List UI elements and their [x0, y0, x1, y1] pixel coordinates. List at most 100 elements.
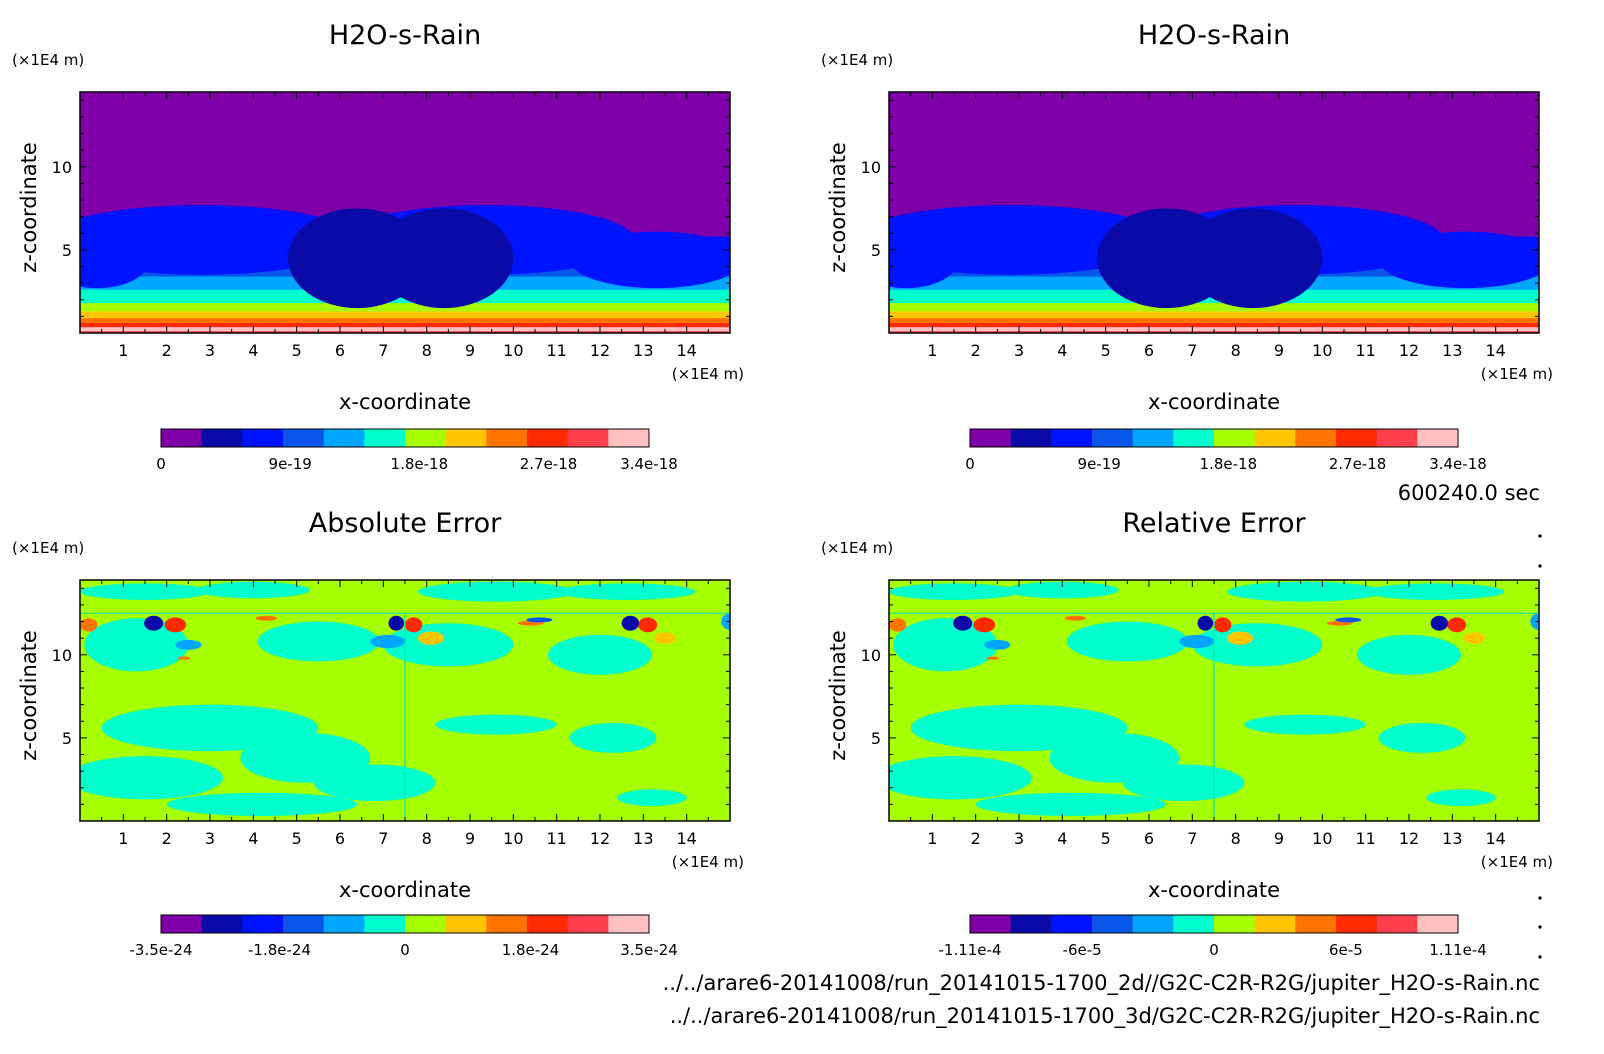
colorbar-swatch	[567, 915, 609, 933]
colorbar-swatch	[323, 429, 365, 447]
x-tick-label: 10	[503, 829, 523, 848]
field-blob	[1064, 615, 1087, 621]
x-tick-label: 12	[590, 829, 610, 848]
x-tick-label: 6	[335, 341, 345, 360]
x-tick-label: 11	[546, 341, 566, 360]
panel-title: H2O-s-Rain	[329, 20, 481, 51]
x-tick-label: 10	[1312, 829, 1332, 848]
colorbar-swatch	[608, 915, 650, 933]
y-tick-label: 10	[861, 158, 881, 177]
x-tick-label: 5	[292, 341, 302, 360]
colorbar-tick-label: -3.5e-24	[130, 941, 193, 959]
field-blob	[405, 617, 423, 633]
field-blob	[80, 231, 150, 289]
x-tick-label: 2	[971, 341, 981, 360]
colorbar-swatch	[445, 429, 487, 447]
x-tick-label: 11	[546, 829, 566, 848]
field-blob	[1227, 581, 1383, 602]
colorbar-tick-label: 1.8e-18	[1200, 455, 1258, 473]
y-tick-label: 10	[52, 646, 72, 665]
colorbar-frame	[969, 428, 1459, 448]
colorbar-swatch	[201, 429, 243, 447]
colorbar-swatch	[970, 915, 1012, 933]
colorbar-tick-label: 0	[965, 455, 975, 473]
field-blob	[435, 714, 557, 735]
panel-3: Absolute Error(×1E4 m)1 2 3 4 5 6 7 8 9 10 11 12 13 1…	[12, 508, 744, 959]
colorbar-swatch	[1092, 915, 1134, 933]
colorbar-swatch	[201, 915, 243, 933]
colorbar-swatch	[405, 429, 447, 447]
y-tick-label: 5	[62, 241, 72, 260]
y-unit-label: (×1E4 m)	[821, 539, 893, 557]
colorbar-swatch	[1214, 915, 1256, 933]
colorbar-swatch	[1173, 915, 1215, 933]
field-blob	[984, 639, 1011, 650]
field-blob	[569, 722, 657, 753]
field-blob	[889, 205, 1167, 275]
field-blob	[569, 231, 730, 289]
x-tick-label: 1	[927, 341, 937, 360]
field-blob	[889, 618, 907, 632]
x-tick-label: 10	[503, 341, 523, 360]
x-axis-label: x-coordinate	[339, 390, 471, 414]
colorbar-swatch	[161, 429, 203, 447]
panel-title: Relative Error	[1122, 508, 1306, 539]
x-axis-label: x-coordinate	[1148, 878, 1280, 902]
colorbar-tick-label: 1.8e-24	[502, 941, 560, 959]
field-blob	[166, 792, 358, 817]
x-tick-label: 13	[1442, 829, 1462, 848]
field-blob	[374, 208, 514, 309]
colorbar-tick-label: 0	[1209, 941, 1219, 959]
x-tick-label: 4	[248, 829, 258, 848]
field-blob	[986, 656, 1000, 660]
field-blob	[1006, 581, 1119, 599]
x-tick-label: 12	[590, 341, 610, 360]
x-tick-label: 10	[1312, 341, 1332, 360]
colorbar-swatch	[283, 915, 325, 933]
y-axis-label: z-coordinate	[17, 630, 41, 761]
field-blob	[177, 656, 191, 660]
field-blob	[1378, 231, 1539, 289]
field-blob	[144, 615, 164, 631]
field-blob	[721, 613, 730, 630]
field-blob	[314, 764, 436, 802]
y-axis-label: z-coordinate	[17, 142, 41, 273]
field-blob	[370, 634, 405, 649]
colorbar-tick-label: -6e-5	[1063, 941, 1102, 959]
colorbar-tick-label: 3.5e-24	[620, 941, 678, 959]
x-tick-label: 8	[422, 341, 432, 360]
colorbar-swatch	[1417, 429, 1459, 447]
x-tick-label: 2	[971, 829, 981, 848]
x-tick-label: 5	[1101, 341, 1111, 360]
x-tick-label: 9	[1274, 341, 1284, 360]
x-tick-label: 13	[633, 829, 653, 848]
x-tick-label: 1	[927, 829, 937, 848]
field-blob	[80, 756, 223, 800]
y-unit-label: (×1E4 m)	[12, 51, 84, 69]
colorbar-tick-label: 1.11e-4	[1429, 941, 1487, 959]
x-tick-label: 3	[205, 341, 215, 360]
contour-field	[80, 92, 730, 333]
x-unit-label: (×1E4 m)	[672, 365, 744, 383]
x-tick-label: 8	[1231, 341, 1241, 360]
x-axis-label: x-coordinate	[339, 878, 471, 902]
colorbar-swatch	[445, 915, 487, 933]
contour-field	[889, 580, 1539, 821]
colorbar-swatch	[1336, 429, 1378, 447]
field-blob	[1123, 764, 1245, 802]
field-blob	[383, 623, 514, 667]
panel-4: Relative Error(×1E4 m)1 2 3 4 5 6 7 8 9 10 11 12 13 1…	[821, 508, 1553, 959]
field-blob	[1183, 208, 1323, 309]
field-blob	[418, 631, 444, 645]
panel-title: H2O-s-Rain	[1138, 20, 1290, 51]
colorbar-swatch	[1132, 429, 1174, 447]
x-tick-label: 6	[1144, 341, 1154, 360]
x-unit-label: (×1E4 m)	[1481, 365, 1553, 383]
colorbar-tick-label: -1.11e-4	[939, 941, 1002, 959]
colorbar-swatch	[1295, 429, 1337, 447]
x-tick-label: 2	[162, 829, 172, 848]
x-tick-label: 13	[633, 341, 653, 360]
x-tick-label: 12	[1399, 341, 1419, 360]
y-axis-label: z-coordinate	[826, 142, 850, 273]
